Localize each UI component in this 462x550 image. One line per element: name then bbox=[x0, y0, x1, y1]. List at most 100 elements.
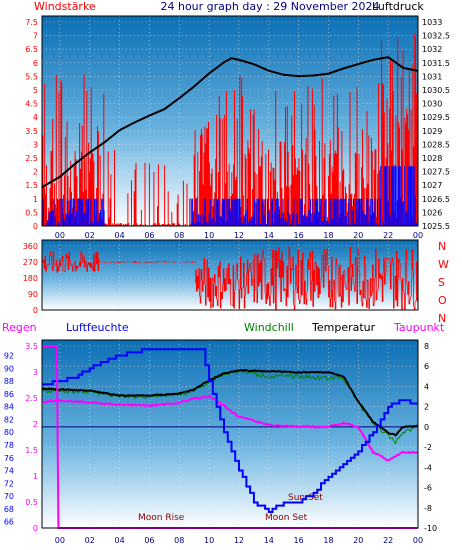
pressure-series bbox=[41, 56, 419, 188]
direction-tick-label: 0 bbox=[33, 306, 38, 315]
y-left-tick-label: 2.5 bbox=[25, 154, 38, 163]
y-left-tick-label: 6 bbox=[33, 59, 38, 68]
humidity-series bbox=[42, 348, 418, 513]
x-tick-label: 18 bbox=[323, 231, 333, 240]
y-right-tick-label: 1030.5 bbox=[422, 86, 450, 95]
legend-temperatur: Temperatur bbox=[311, 321, 376, 334]
legend-taupunkt: Taupunkt bbox=[393, 321, 445, 334]
x-tick-label: 16 bbox=[294, 231, 304, 240]
header-right-label: Luftdruck bbox=[372, 0, 424, 13]
direction-tick-label: 270 bbox=[23, 258, 38, 267]
y-right-tick-label: 1027.5 bbox=[422, 168, 450, 177]
temperature-tick-label: -6 bbox=[424, 484, 432, 493]
humidity-tick-label: 82 bbox=[4, 415, 14, 424]
rain-tick-label: 3 bbox=[33, 368, 38, 377]
y-right-tick-label: 1030 bbox=[422, 100, 442, 109]
humidity-tick-label: 84 bbox=[4, 403, 14, 412]
humidity-tick-label: 90 bbox=[4, 364, 14, 373]
humidity-tick-label: 68 bbox=[4, 505, 14, 514]
humidity-tick-label: 72 bbox=[4, 479, 14, 488]
rain-tick-label: 1.5 bbox=[25, 446, 38, 455]
humidity-tick-label: 80 bbox=[4, 428, 14, 437]
temperature-tick-label: 4 bbox=[424, 382, 429, 391]
x-tick-label: 12 bbox=[234, 231, 244, 240]
x-tick-label: 02 bbox=[85, 536, 95, 545]
y-left-tick-label: 2 bbox=[33, 168, 38, 177]
y-left-tick-label: 7 bbox=[33, 32, 38, 41]
temperature-tick-label: 2 bbox=[424, 403, 429, 412]
compass-label: N bbox=[438, 240, 446, 253]
x-tick-label: 08 bbox=[174, 536, 184, 545]
direction-tick-label: 180 bbox=[23, 274, 38, 283]
y-right-tick-label: 1028.5 bbox=[422, 140, 450, 149]
y-right-tick-label: 1029 bbox=[422, 127, 442, 136]
y-left-tick-label: 4.5 bbox=[25, 100, 38, 109]
x-tick-label: 20 bbox=[353, 536, 363, 545]
x-tick-label: 22 bbox=[383, 536, 393, 545]
y-left-tick-label: 1 bbox=[33, 195, 38, 204]
compass-label: O bbox=[438, 294, 447, 307]
panel-1-frame bbox=[41, 15, 419, 227]
legend-regen: Regen bbox=[2, 321, 37, 334]
panel-2-frame bbox=[41, 239, 419, 311]
x-tick-label: 00 bbox=[413, 231, 423, 240]
rain-tick-label: 0 bbox=[33, 524, 38, 533]
temperature-tick-label: -4 bbox=[424, 463, 432, 472]
legend-luftfeuchte: Luftfeuchte bbox=[66, 321, 129, 334]
y-left-tick-label: 1.5 bbox=[25, 181, 38, 190]
direction-tick-label: 90 bbox=[28, 290, 38, 299]
humidity-tick-label: 92 bbox=[4, 352, 14, 361]
humidity-tick-label: 78 bbox=[4, 441, 14, 450]
x-tick-label: 12 bbox=[234, 536, 244, 545]
x-tick-label: 10 bbox=[204, 231, 214, 240]
humidity-tick-label: 76 bbox=[4, 454, 14, 463]
header-title: 24 hour graph day : 29 November 2024 bbox=[160, 0, 379, 13]
y-left-tick-label: 3 bbox=[33, 140, 38, 149]
rain-tick-label: 3.5 bbox=[25, 342, 38, 351]
y-right-tick-label: 1032.5 bbox=[422, 32, 450, 41]
x-tick-label: 00 bbox=[413, 536, 423, 545]
x-tick-label: 14 bbox=[264, 536, 274, 545]
y-left-tick-label: 7.5 bbox=[25, 18, 38, 27]
x-tick-label: 08 bbox=[174, 231, 184, 240]
y-right-tick-label: 1026 bbox=[422, 208, 442, 217]
temperature-series bbox=[41, 368, 418, 437]
y-right-tick-label: 1032 bbox=[422, 45, 442, 54]
y-right-tick-label: 1026.5 bbox=[422, 195, 450, 204]
humidity-tick-label: 66 bbox=[4, 518, 14, 527]
compass-label: N bbox=[438, 312, 446, 325]
y-right-tick-label: 1028 bbox=[422, 154, 442, 163]
x-tick-label: 02 bbox=[85, 231, 95, 240]
direction-tick-label: 360 bbox=[23, 242, 38, 251]
x-tick-label: 06 bbox=[144, 231, 154, 240]
x-tick-label: 18 bbox=[323, 536, 333, 545]
x-tick-label: 10 bbox=[204, 536, 214, 545]
temperature-tick-label: -8 bbox=[424, 504, 432, 513]
x-tick-label: 04 bbox=[114, 536, 124, 545]
x-tick-label: 06 bbox=[144, 536, 154, 545]
x-tick-label: 00 bbox=[55, 231, 65, 240]
panel-3-frame bbox=[41, 339, 419, 529]
temperature-tick-label: 6 bbox=[424, 362, 429, 371]
y-left-tick-label: 5.5 bbox=[25, 72, 38, 81]
humidity-tick-label: 74 bbox=[4, 467, 14, 476]
x-tick-label: 22 bbox=[383, 231, 393, 240]
humidity-tick-label: 88 bbox=[4, 377, 14, 386]
x-tick-label: 16 bbox=[294, 536, 304, 545]
humidity-tick-label: 70 bbox=[4, 492, 14, 501]
rain-tick-label: 1 bbox=[33, 472, 38, 481]
y-left-tick-label: 4 bbox=[33, 113, 38, 122]
y-right-tick-label: 1031 bbox=[422, 72, 442, 81]
legend-windchill: Windchill bbox=[244, 321, 294, 334]
temperature-tick-label: 0 bbox=[424, 423, 429, 432]
x-tick-label: 20 bbox=[353, 231, 363, 240]
humidity-tick-label: 86 bbox=[4, 390, 14, 399]
x-tick-label: 14 bbox=[264, 231, 274, 240]
compass-label: W bbox=[438, 258, 449, 271]
y-left-tick-label: 0 bbox=[33, 222, 38, 231]
annotation-moon-rise: Moon Rise bbox=[138, 513, 185, 523]
header-left-label: Windstärke bbox=[34, 0, 96, 13]
y-right-tick-label: 1031.5 bbox=[422, 59, 450, 68]
rain-tick-label: 2.5 bbox=[25, 394, 38, 403]
